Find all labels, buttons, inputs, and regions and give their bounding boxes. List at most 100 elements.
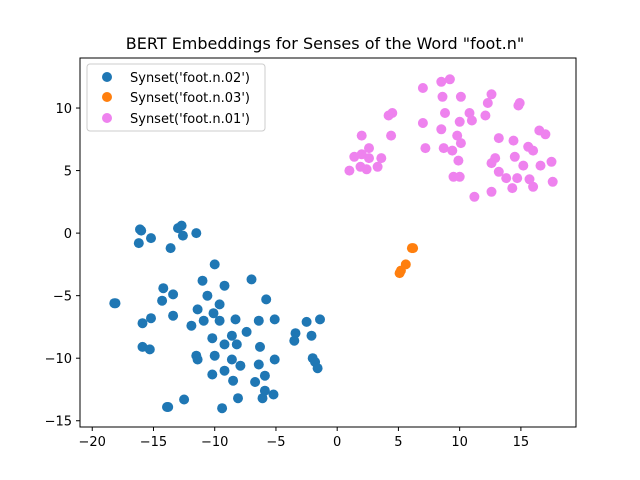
data-point-synset-foot-n-02-41 — [231, 339, 242, 350]
data-point-synset-foot-n-02-3 — [146, 233, 156, 244]
legend-label-foot-n-03: Synset('foot.n.03') — [130, 91, 250, 106]
y-tick-label: 10 — [55, 102, 72, 117]
data-point-synset-foot-n-01-3 — [486, 89, 497, 100]
legend-marker-foot-n-02 — [102, 72, 112, 82]
data-point-synset-foot-n-02-21 — [192, 304, 203, 315]
data-point-synset-foot-n-02-24 — [146, 313, 156, 324]
data-point-synset-foot-n-01-2 — [436, 76, 447, 87]
x-tick-label: −10 — [201, 435, 228, 450]
data-point-synset-foot-n-02-48 — [226, 354, 237, 365]
data-point-synset-foot-n-01-8 — [513, 100, 524, 111]
data-point-synset-foot-n-02-32 — [315, 314, 325, 325]
chart-title: BERT Embeddings for Senses of the Word "… — [126, 34, 524, 53]
data-point-synset-foot-n-02-56 — [207, 369, 218, 380]
data-point-synset-foot-n-01-13 — [480, 110, 491, 121]
data-point-synset-foot-n-02-61 — [268, 389, 279, 400]
data-point-synset-foot-n-01-54 — [528, 181, 539, 192]
data-point-synset-foot-n-02-46 — [192, 354, 203, 365]
data-point-synset-foot-n-01-6 — [482, 98, 493, 108]
data-point-synset-foot-n-02-14 — [168, 289, 179, 300]
y-tick-label: 0 — [64, 227, 72, 242]
plot-frame — [79, 57, 577, 428]
data-point-synset-foot-n-03-1 — [406, 243, 417, 254]
data-point-synset-foot-n-01-16 — [417, 118, 428, 128]
x-tick-label: −5 — [266, 435, 285, 450]
data-point-synset-foot-n-01-55 — [507, 183, 518, 194]
x-tick-label: 5 — [394, 435, 402, 450]
data-point-synset-foot-n-01-22 — [386, 130, 397, 141]
data-point-synset-foot-n-01-27 — [528, 145, 539, 156]
data-point-synset-foot-n-02-66 — [163, 402, 174, 412]
y-tick-label: 5 — [64, 165, 72, 180]
y-tick-label: −10 — [45, 352, 72, 367]
data-point-synset-foot-n-01-29 — [420, 143, 431, 154]
data-point-synset-foot-n-02-51 — [269, 354, 280, 365]
data-point-synset-foot-n-01-36 — [376, 153, 387, 164]
x-tick-label: 10 — [451, 435, 468, 450]
data-point-synset-foot-n-01-52 — [524, 174, 535, 185]
data-point-synset-foot-n-02-54 — [312, 363, 323, 374]
data-point-synset-foot-n-02-20 — [214, 299, 225, 310]
data-point-synset-foot-n-02-29 — [253, 315, 264, 326]
data-point-synset-foot-n-01-39 — [486, 158, 497, 169]
data-point-synset-foot-n-01-35 — [364, 153, 374, 164]
data-point-synset-foot-n-01-25 — [455, 138, 466, 149]
data-point-synset-foot-n-02-7 — [191, 228, 202, 239]
data-point-synset-foot-n-01-9 — [464, 108, 475, 118]
data-point-synset-foot-n-02-47 — [209, 350, 220, 361]
data-point-synset-foot-n-01-57 — [469, 191, 480, 202]
data-point-synset-foot-n-03-4 — [394, 268, 405, 279]
data-point-synset-foot-n-01-41 — [535, 160, 546, 171]
x-tick-label: 0 — [333, 435, 341, 450]
data-point-synset-foot-n-01-12 — [383, 110, 394, 121]
data-point-synset-foot-n-01-46 — [344, 165, 355, 176]
data-point-synset-foot-n-02-44 — [144, 344, 155, 355]
data-point-synset-foot-n-01-53 — [547, 176, 558, 187]
y-tick-label: −15 — [45, 415, 72, 430]
data-point-synset-foot-n-01-1 — [444, 74, 455, 85]
data-point-synset-foot-n-02-12 — [219, 280, 230, 291]
data-point-synset-foot-n-02-15 — [202, 290, 213, 301]
data-point-synset-foot-n-01-31 — [447, 145, 458, 156]
x-tick-label: 15 — [513, 435, 530, 450]
legend-marker-foot-n-01 — [102, 113, 112, 123]
data-point-synset-foot-n-01-0 — [417, 83, 428, 93]
data-point-synset-foot-n-01-56 — [486, 186, 497, 197]
data-point-synset-foot-n-01-42 — [546, 156, 557, 167]
data-point-synset-foot-n-02-39 — [289, 335, 300, 346]
data-point-synset-foot-n-02-40 — [219, 339, 230, 350]
data-point-synset-foot-n-01-24 — [508, 135, 519, 146]
data-point-synset-foot-n-02-59 — [250, 377, 261, 387]
data-point-synset-foot-n-01-37 — [509, 151, 520, 162]
data-point-synset-foot-n-01-38 — [453, 155, 464, 166]
legend-box — [86, 63, 266, 132]
data-point-synset-foot-n-01-10 — [440, 108, 450, 118]
data-point-synset-foot-n-02-38 — [306, 330, 317, 341]
legend-label-foot-n-01: Synset('foot.n.01') — [130, 112, 250, 127]
data-point-synset-foot-n-02-13 — [158, 283, 169, 294]
data-point-synset-foot-n-02-9 — [209, 259, 220, 270]
legend-label-foot-n-02: Synset('foot.n.02') — [130, 71, 250, 86]
data-point-synset-foot-n-02-23 — [168, 310, 179, 321]
data-point-synset-foot-n-02-60 — [259, 385, 270, 396]
data-point-synset-foot-n-02-27 — [214, 315, 225, 326]
legend: Synset('foot.n.02') Synset('foot.n.03') … — [86, 63, 266, 132]
data-point-synset-foot-n-02-11 — [197, 275, 208, 286]
data-point-synset-foot-n-02-63 — [233, 393, 243, 404]
data-point-synset-foot-n-01-15 — [454, 116, 465, 127]
series-synset-foot-n-03 — [394, 243, 419, 279]
data-point-synset-foot-n-02-8 — [165, 243, 176, 254]
data-point-synset-foot-n-02-49 — [235, 360, 246, 371]
y-tick-label: −5 — [53, 290, 72, 305]
data-point-synset-foot-n-01-30 — [438, 143, 449, 154]
data-point-synset-foot-n-01-14 — [466, 115, 477, 126]
data-point-synset-foot-n-02-33 — [186, 320, 197, 331]
data-point-synset-foot-n-02-25 — [137, 318, 148, 329]
data-point-synset-foot-n-01-28 — [364, 143, 374, 154]
data-point-synset-foot-n-02-31 — [301, 316, 312, 327]
data-point-synset-foot-n-02-2 — [133, 238, 144, 249]
series-synset-foot-n-01 — [344, 74, 558, 202]
x-tick-label: −20 — [79, 435, 106, 450]
data-point-synset-foot-n-01-47 — [493, 166, 504, 177]
